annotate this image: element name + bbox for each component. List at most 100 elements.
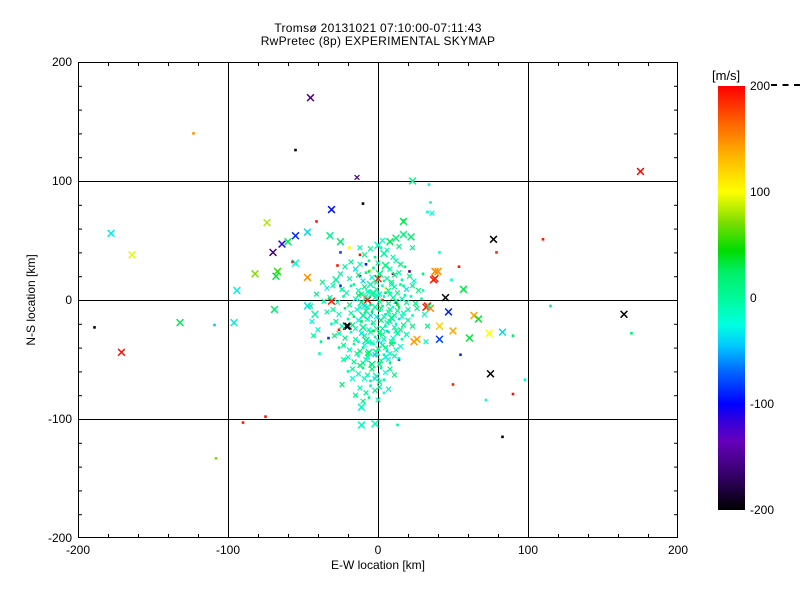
data-point-x bbox=[336, 237, 345, 246]
data-point-x bbox=[474, 315, 483, 323]
data-point-dot bbox=[438, 251, 441, 254]
data-point-x bbox=[375, 345, 381, 352]
data-point-x bbox=[363, 293, 369, 300]
data-point-x bbox=[311, 310, 319, 319]
data-point-dot bbox=[367, 270, 371, 273]
data-point-x bbox=[330, 306, 336, 313]
data-point-dot bbox=[403, 265, 407, 268]
data-point-x bbox=[349, 375, 356, 382]
data-point-x bbox=[330, 282, 336, 289]
y-axis-label: N-S location [km] bbox=[24, 254, 38, 346]
data-point-x bbox=[269, 248, 277, 257]
data-point-x bbox=[369, 340, 375, 346]
data-point-x bbox=[396, 269, 402, 276]
data-point-x bbox=[339, 381, 345, 388]
data-point-x bbox=[375, 260, 381, 266]
data-point-dot bbox=[373, 255, 377, 259]
data-point-x bbox=[327, 205, 336, 214]
data-point-x bbox=[379, 237, 386, 244]
data-point-dot bbox=[352, 315, 356, 318]
data-point-x bbox=[340, 342, 347, 349]
data-point-x bbox=[391, 272, 398, 278]
data-point-dot bbox=[501, 435, 504, 439]
data-point-dot bbox=[523, 378, 527, 382]
data-point-x bbox=[388, 341, 395, 347]
data-point-dot bbox=[394, 322, 398, 326]
data-point-x bbox=[375, 337, 381, 344]
data-point-x bbox=[399, 313, 405, 320]
data-point-x bbox=[361, 303, 368, 309]
data-point-dot bbox=[381, 284, 384, 288]
data-point-x bbox=[352, 392, 359, 399]
data-point-x bbox=[400, 322, 407, 328]
data-point-dot bbox=[385, 349, 389, 353]
data-point-x bbox=[357, 385, 363, 391]
colorbar-unit-label: [m/s] bbox=[712, 68, 741, 83]
data-point-dot bbox=[369, 379, 372, 383]
data-point-x bbox=[379, 331, 386, 338]
data-point-x bbox=[332, 275, 340, 284]
data-point-x bbox=[344, 322, 352, 331]
data-point-x bbox=[391, 372, 398, 378]
x-axis-label: E-W location [km] bbox=[330, 558, 426, 572]
y-tick-label: -100 bbox=[47, 412, 72, 426]
data-point-x bbox=[367, 246, 374, 252]
data-point-x bbox=[399, 295, 405, 302]
data-point-x bbox=[357, 362, 363, 369]
data-point-x bbox=[372, 351, 378, 358]
data-point-x bbox=[376, 384, 383, 390]
data-point-x bbox=[361, 375, 368, 382]
data-point-x bbox=[381, 261, 390, 270]
data-point-dot bbox=[327, 336, 330, 340]
data-point-x bbox=[355, 292, 362, 299]
x-tick-label: 200 bbox=[667, 543, 689, 557]
plot-title: Tromsø 20131021 07:10:00-07:11:43 bbox=[274, 21, 482, 35]
data-point-dot bbox=[336, 264, 339, 267]
data-point-dot bbox=[378, 309, 381, 313]
data-point-x bbox=[291, 231, 300, 240]
data-point-dot bbox=[357, 340, 360, 343]
data-point-dot bbox=[241, 421, 245, 424]
data-point-dot bbox=[385, 329, 389, 333]
data-point-x bbox=[424, 323, 431, 330]
data-point-x bbox=[348, 310, 354, 316]
data-point-x bbox=[413, 335, 421, 344]
data-point-x bbox=[340, 356, 347, 363]
data-point-dot bbox=[352, 283, 356, 286]
data-point-dot bbox=[420, 297, 423, 301]
data-point-dot bbox=[400, 278, 404, 282]
data-point-x bbox=[363, 389, 369, 396]
data-point-x bbox=[376, 330, 383, 337]
data-point-dot bbox=[382, 279, 386, 283]
data-point-dot bbox=[364, 271, 368, 274]
data-point-x bbox=[431, 267, 439, 276]
data-point-dot bbox=[421, 289, 425, 292]
data-point-dot bbox=[361, 202, 365, 205]
scatter-plot-area bbox=[78, 62, 678, 538]
data-point-x bbox=[381, 336, 387, 343]
data-point-dot bbox=[397, 357, 401, 360]
data-point-dot bbox=[346, 370, 350, 373]
data-point-x bbox=[310, 332, 317, 339]
data-point-x bbox=[405, 317, 411, 324]
data-point-x bbox=[272, 272, 280, 281]
data-point-x bbox=[394, 307, 401, 314]
data-point-x bbox=[319, 279, 326, 285]
data-point-x bbox=[355, 272, 362, 278]
data-point-dot bbox=[381, 298, 384, 302]
data-point-dot bbox=[352, 342, 356, 346]
data-point-x bbox=[378, 317, 384, 324]
data-point-x bbox=[352, 266, 359, 272]
data-point-x bbox=[366, 280, 375, 289]
data-point-x bbox=[393, 347, 399, 353]
data-point-x bbox=[357, 304, 363, 310]
data-point-x bbox=[435, 322, 444, 331]
data-point-x bbox=[376, 379, 383, 385]
data-point-dot bbox=[319, 340, 323, 343]
data-point-dot bbox=[361, 366, 365, 370]
data-point-x bbox=[364, 316, 371, 322]
data-point-x bbox=[336, 330, 342, 337]
data-point-x bbox=[313, 291, 320, 297]
data-point-x bbox=[368, 290, 376, 298]
